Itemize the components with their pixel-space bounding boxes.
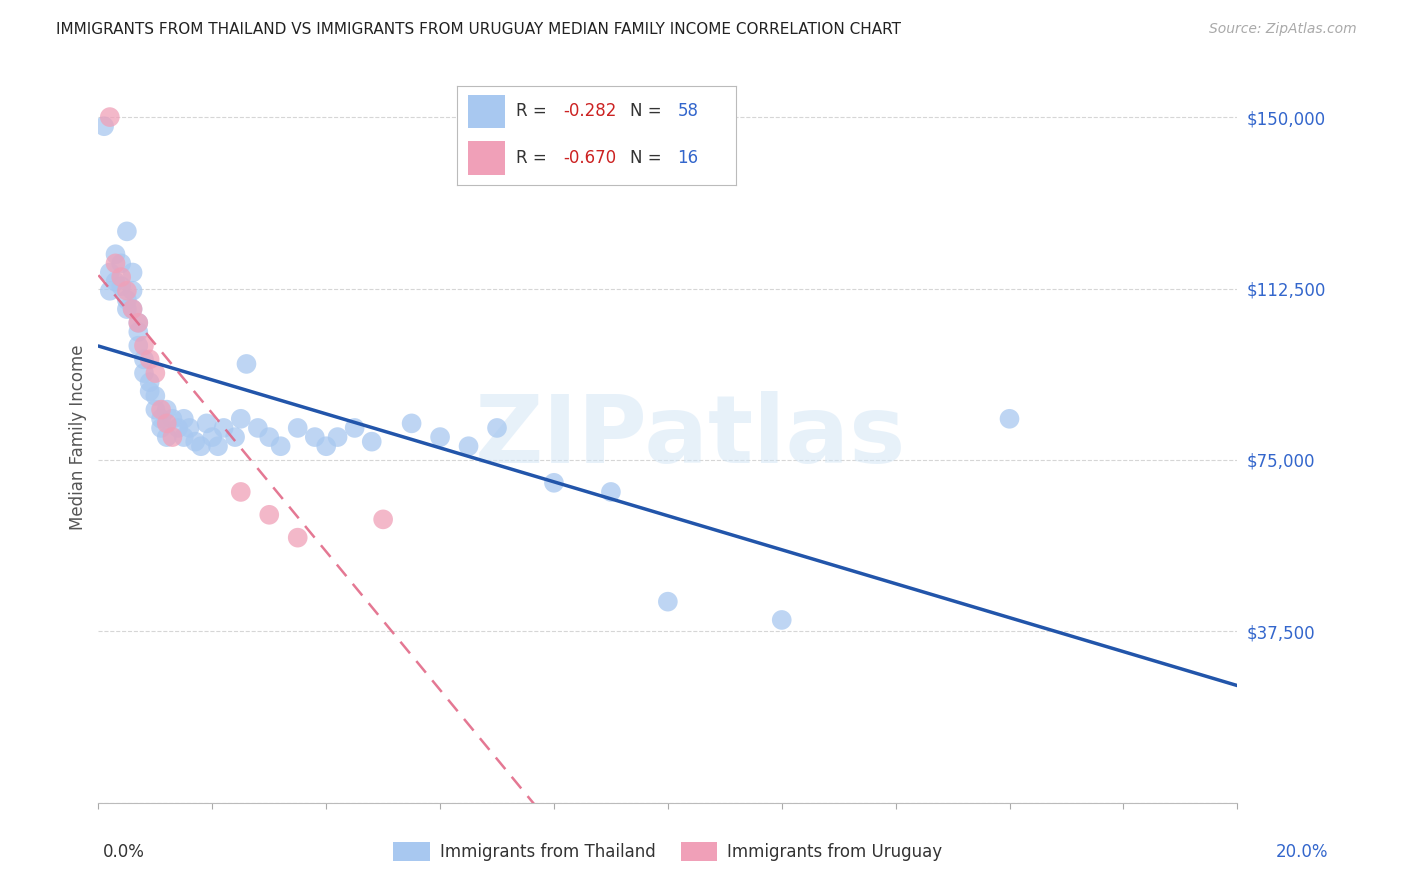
Point — [127, 316, 149, 330]
Point — [195, 417, 218, 431]
Point — [224, 430, 246, 444]
Point — [373, 512, 395, 526]
Text: IMMIGRANTS FROM THAILAND VS IMMIGRANTS FROM URUGUAY MEDIAN FAMILY INCOME CORRELA: IMMIGRANTS FROM THAILAND VS IMMIGRANTS F… — [56, 22, 901, 37]
Point — [150, 402, 173, 417]
Point — [543, 475, 565, 490]
Point — [657, 594, 679, 608]
Point — [145, 389, 167, 403]
Point — [212, 421, 235, 435]
Point — [304, 430, 326, 444]
Point — [121, 301, 143, 317]
Point — [429, 430, 451, 444]
Point — [104, 247, 127, 261]
Point — [486, 421, 509, 435]
Text: 20.0%: 20.0% — [1277, 843, 1329, 861]
Point — [326, 430, 349, 444]
Point — [343, 421, 366, 435]
Point — [173, 411, 195, 425]
Point — [235, 357, 257, 371]
Point — [246, 421, 269, 435]
Point — [270, 439, 292, 453]
Point — [138, 352, 160, 367]
Point — [104, 256, 127, 270]
Point — [184, 434, 207, 449]
Point — [145, 366, 167, 380]
Point — [259, 430, 281, 444]
Point — [401, 417, 423, 431]
Point — [457, 439, 479, 453]
Point — [207, 439, 229, 453]
Point — [110, 256, 132, 270]
Text: Source: ZipAtlas.com: Source: ZipAtlas.com — [1209, 22, 1357, 37]
Point — [93, 119, 115, 133]
Point — [127, 316, 149, 330]
Point — [162, 430, 184, 444]
Point — [121, 266, 143, 280]
Point — [287, 531, 309, 545]
Text: 0.0%: 0.0% — [103, 843, 145, 861]
Point — [770, 613, 793, 627]
Point — [156, 417, 179, 431]
Point — [201, 430, 224, 444]
Point — [127, 325, 149, 339]
Point — [138, 375, 160, 389]
Point — [179, 421, 201, 435]
Point — [115, 224, 138, 238]
Point — [98, 110, 121, 124]
Point — [110, 270, 132, 285]
Point — [132, 366, 155, 380]
Point — [600, 484, 623, 499]
Point — [104, 275, 127, 289]
Point — [360, 434, 382, 449]
Point — [127, 338, 149, 352]
Point — [132, 352, 155, 367]
Point — [150, 411, 173, 425]
Point — [229, 411, 252, 425]
Text: ZIPatlas: ZIPatlas — [475, 391, 907, 483]
Point — [162, 411, 184, 425]
Point — [115, 293, 138, 307]
Point — [115, 301, 138, 317]
Point — [173, 430, 195, 444]
Point — [132, 338, 155, 352]
Point — [315, 439, 337, 453]
Point — [287, 421, 309, 435]
Point — [998, 411, 1021, 425]
Point — [229, 484, 252, 499]
Point — [98, 266, 121, 280]
Point — [115, 284, 138, 298]
Point — [138, 384, 160, 399]
Legend: Immigrants from Thailand, Immigrants from Uruguay: Immigrants from Thailand, Immigrants fro… — [387, 835, 949, 868]
Point — [121, 301, 143, 317]
Point — [156, 402, 179, 417]
Y-axis label: Median Family Income: Median Family Income — [69, 344, 87, 530]
Point — [167, 421, 190, 435]
Point — [121, 284, 143, 298]
Point — [190, 439, 212, 453]
Point — [259, 508, 281, 522]
Point — [98, 284, 121, 298]
Point — [110, 279, 132, 293]
Point — [150, 421, 173, 435]
Point — [145, 402, 167, 417]
Point — [156, 430, 179, 444]
